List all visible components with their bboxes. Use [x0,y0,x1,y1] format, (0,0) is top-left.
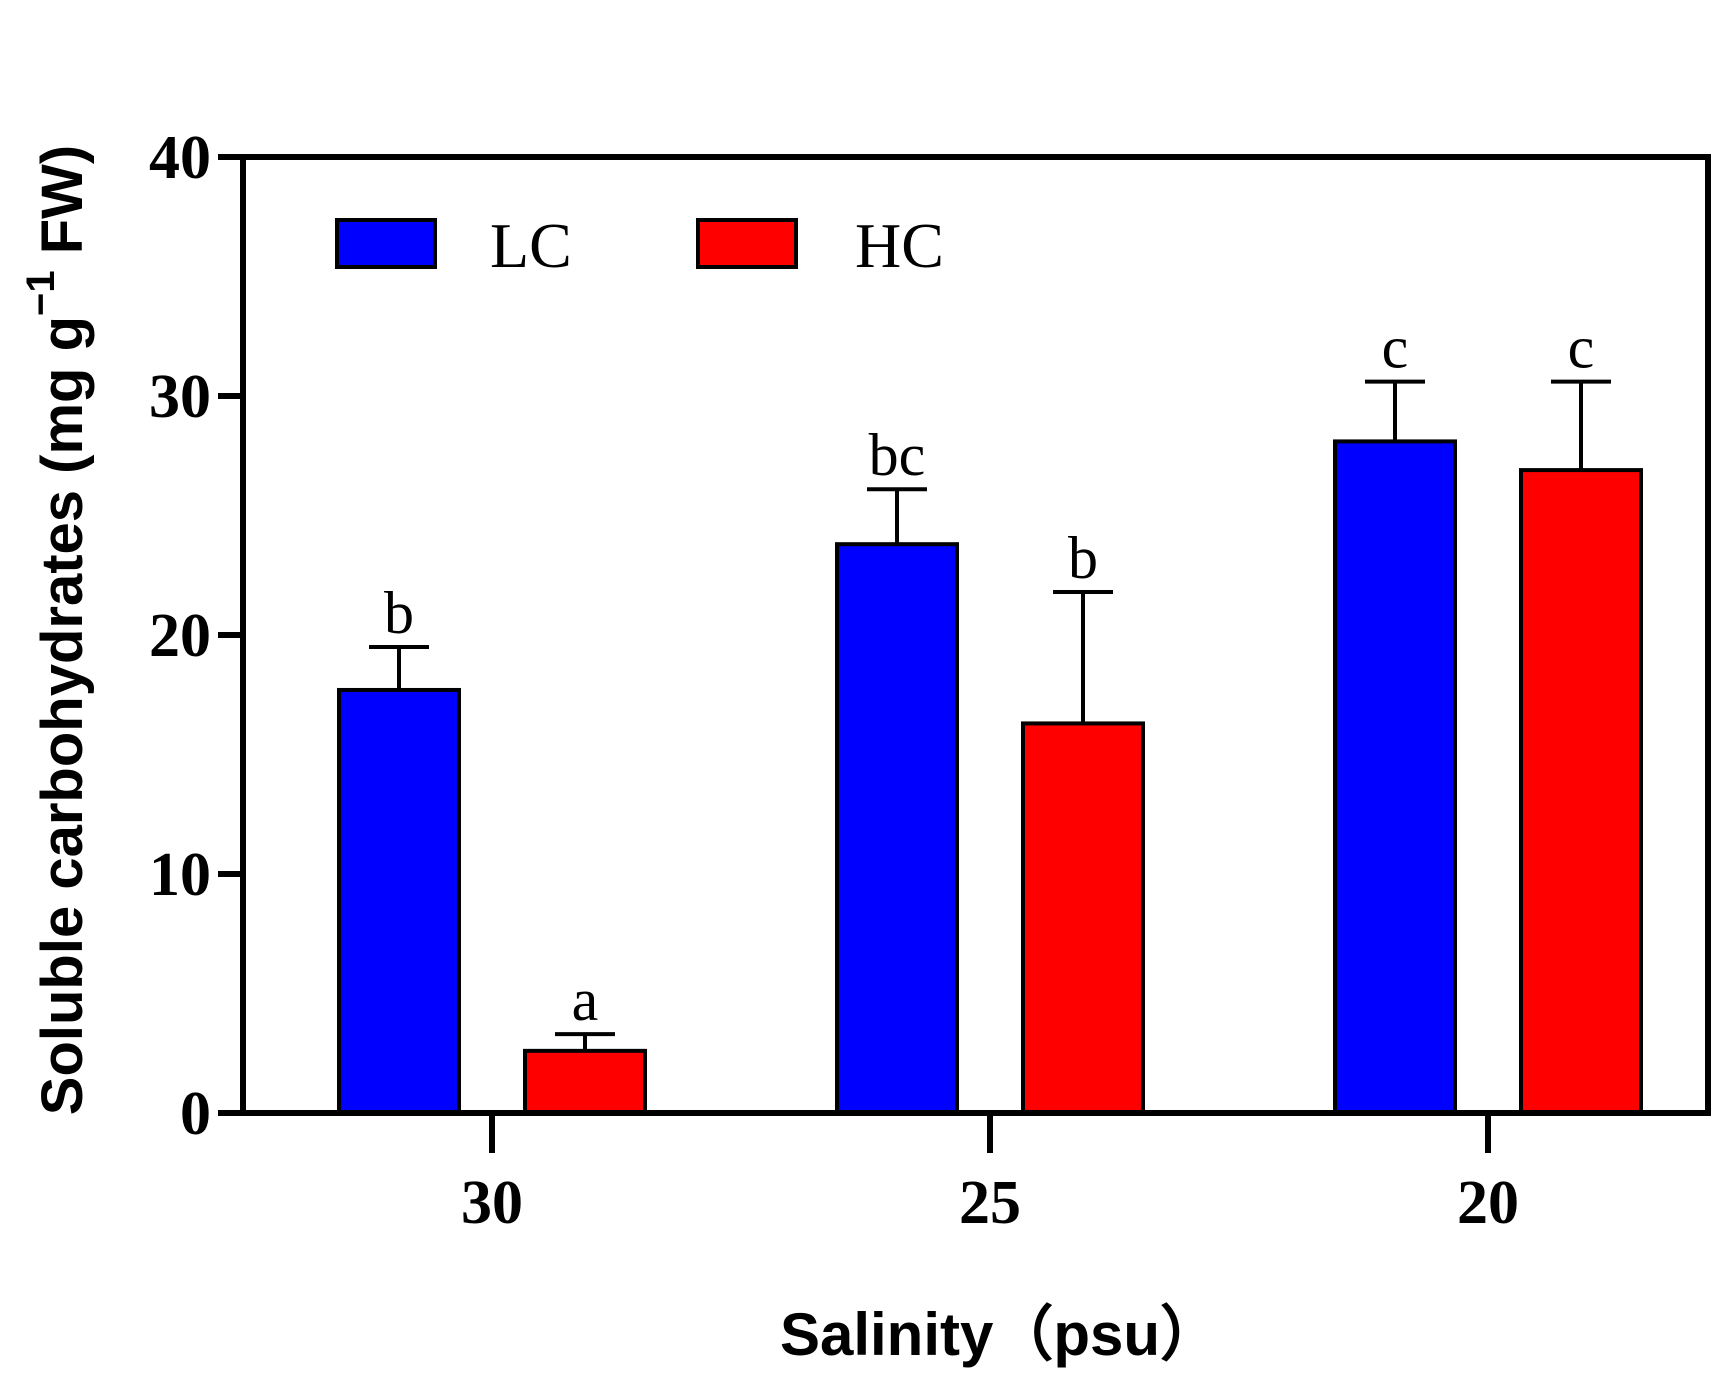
significance-label: a [572,967,599,1033]
y-axis-title-superscript: −1 [19,270,63,316]
bar-hc-20 [1519,468,1643,1115]
y-tick-label: 0 [180,1080,211,1148]
bar-hc-25 [1021,721,1145,1115]
y-tick-label: 10 [149,841,211,909]
bar-hc-30 [523,1048,647,1115]
bar-lc-30 [337,687,461,1115]
x-axis-title: Salinity（psu） [780,1301,1220,1368]
bar-lc-20 [1333,439,1457,1116]
bar-lc-25 [835,542,959,1115]
y-tick-label: 30 [149,363,211,431]
plot-frame [240,154,1711,1116]
x-tick-label: 20 [1457,1169,1519,1237]
significance-label: c [1382,315,1409,381]
significance-label: bc [869,422,926,488]
x-tick-label: 30 [461,1169,523,1237]
y-tick-label: 40 [149,124,211,192]
significance-label: b [1068,525,1098,591]
y-axis-title-main: Soluble carbohydrates (mg g [30,316,95,1115]
legend-swatch-hc [696,218,798,269]
significance-label: b [384,580,414,646]
legend-label-hc: HC [855,210,944,281]
x-tick-label: 25 [959,1169,1021,1237]
y-axis-title-tail: FW) [30,145,95,271]
legend-label-lc: LC [490,210,572,281]
y-axis-title: Soluble carbohydrates (mg g−1 FW) [19,145,95,1115]
y-tick-label: 20 [149,602,211,670]
significance-label: c [1568,315,1595,381]
legend-swatch-lc [335,218,437,269]
svg-text:Soluble carbohydrates (mg g−1: Soluble carbohydrates (mg g−1 FW) [19,145,95,1115]
